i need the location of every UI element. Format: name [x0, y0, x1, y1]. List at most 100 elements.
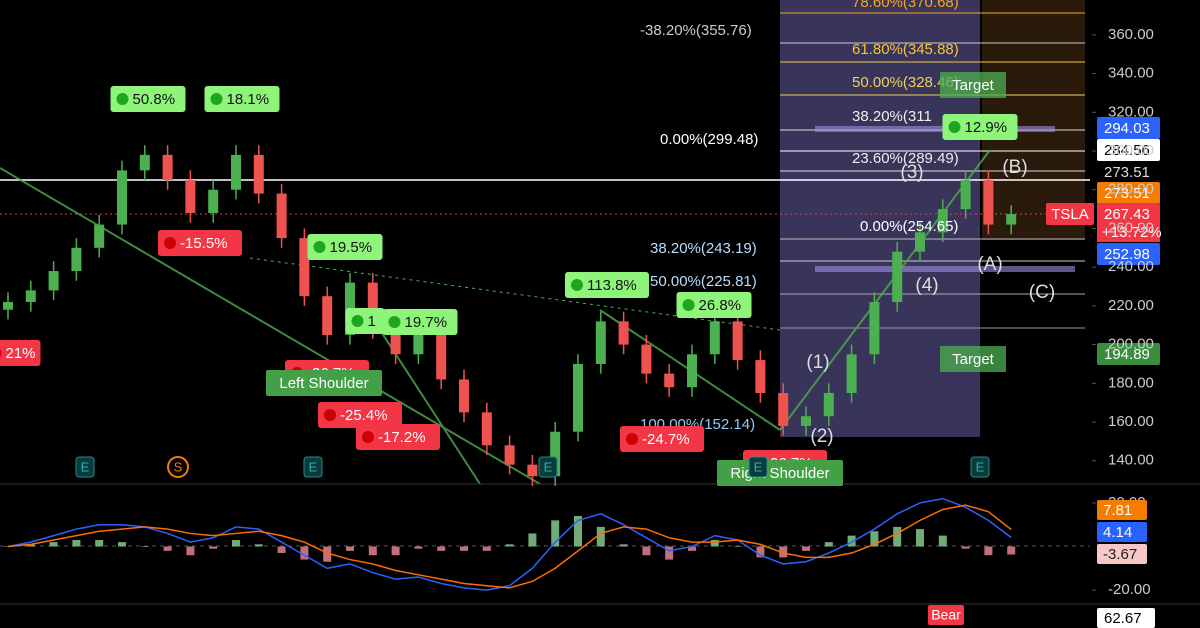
- event-label: E: [81, 459, 90, 474]
- price-tag: [1097, 343, 1160, 365]
- histogram-bar: [277, 546, 286, 554]
- histogram-bar: [186, 546, 195, 556]
- candles: [3, 145, 1017, 486]
- histogram-bar: [346, 546, 354, 551]
- fib-label: 0.00%(299.48): [660, 131, 758, 148]
- candle-body: [481, 412, 492, 446]
- histogram-bar: [528, 533, 537, 547]
- histogram-bar: [414, 546, 423, 549]
- candle-body: [162, 154, 173, 181]
- candle-body: [732, 321, 743, 361]
- candle-body: [94, 224, 105, 248]
- fib-label: 78.60%(370.68): [852, 0, 959, 11]
- tag-dot: [362, 431, 374, 443]
- histogram-bar: [733, 546, 742, 548]
- y-tick-label: 180.00: [1108, 374, 1154, 391]
- change-tag: [356, 424, 440, 450]
- price-tag-label: 194.89: [1104, 346, 1150, 363]
- change-tag: [110, 86, 186, 112]
- candle-body: [459, 379, 469, 413]
- histogram-bar: [300, 546, 309, 560]
- shoulder-label: Left Shoulder: [279, 375, 368, 392]
- candle-body: [915, 232, 925, 252]
- histogram-bar: [26, 544, 35, 547]
- wave-label: (3): [900, 162, 923, 183]
- event-marker: [167, 456, 189, 478]
- change-tag-label: 19.5%: [330, 239, 373, 256]
- candle-body: [48, 271, 59, 291]
- target-label: Target: [952, 351, 995, 368]
- event-label: E: [309, 459, 318, 474]
- symbol-tag: [1046, 203, 1094, 225]
- histogram-bar: [961, 546, 970, 549]
- y-tick-label: 300.00: [1108, 142, 1154, 159]
- target-box: [940, 72, 1006, 98]
- fib-label: 23.60%(289.49): [852, 150, 959, 167]
- histogram-bar: [140, 546, 149, 548]
- tag-dot: [324, 409, 336, 421]
- histogram-bar: [779, 546, 788, 558]
- histogram-bar: [72, 539, 81, 547]
- tag-dot: [682, 299, 695, 311]
- histogram-bar: [118, 542, 126, 547]
- fib-label: 50.00%(225.81): [650, 273, 757, 290]
- candle-body: [322, 296, 333, 335]
- histogram-bar: [847, 535, 856, 547]
- macd-line: [7, 497, 1012, 591]
- y-tick-label: 260.00: [1108, 219, 1154, 236]
- candle-body: [937, 209, 948, 233]
- histogram-bar: [574, 516, 582, 547]
- y-tick-label: 340.00: [1108, 65, 1154, 82]
- change-tag: [318, 402, 402, 428]
- candle-body: [139, 154, 150, 171]
- y-tick-label: 220.00: [1108, 297, 1154, 314]
- change-tag-label: 19.7%: [405, 314, 448, 331]
- price-tag-label: 267.43: [1104, 206, 1150, 223]
- price-tag: [1097, 161, 1160, 183]
- change-tag: [942, 114, 1018, 140]
- y-tick-label: 240.00: [1108, 258, 1154, 275]
- change-tag: [620, 426, 704, 452]
- candle-body: [664, 373, 675, 388]
- change-tag-label: 18.1%: [227, 91, 270, 108]
- candle-body: [299, 238, 310, 297]
- wave-label: (1): [806, 352, 829, 373]
- candle-body: [755, 360, 766, 394]
- candle-body: [687, 354, 697, 388]
- y-tick-label: 380.00: [1108, 0, 1154, 4]
- y-tick-label: 140.00: [1108, 452, 1154, 469]
- y-tick-label: 280.00: [1108, 181, 1154, 198]
- y-tick-label: 200.00: [1108, 336, 1154, 353]
- tag-dot: [388, 316, 401, 328]
- change-tag-label: 12.9%: [965, 119, 1008, 136]
- event-label: S: [174, 459, 183, 474]
- candle-body: [1006, 214, 1017, 225]
- change-tag: [676, 292, 752, 318]
- event-marker: [970, 456, 990, 478]
- macd-tag-label: 4.14: [1103, 524, 1132, 541]
- histogram-bar: [368, 546, 377, 556]
- histogram-bar: [323, 546, 332, 562]
- rsi-tag: [1097, 608, 1155, 628]
- tag-dot: [571, 279, 583, 291]
- tag-dot: [313, 241, 326, 253]
- histogram-bar: [49, 542, 58, 547]
- histogram-bar: [209, 546, 218, 549]
- macd-tag-label: -3.67: [1103, 546, 1137, 563]
- change-tag: [382, 309, 458, 335]
- event-marker: [303, 456, 323, 478]
- histogram-bar: [870, 531, 879, 547]
- histogram-bar: [688, 546, 696, 551]
- wave-label: (4): [915, 275, 938, 296]
- histogram-bar: [551, 520, 560, 547]
- change-label: +13.72%: [1102, 224, 1162, 241]
- overlay: -38.20%(355.76) 78.60%(370.68) 61.80%(345.…: [0, 0, 1162, 486]
- change-tag-label: -24.7%: [642, 431, 690, 448]
- candle-body: [709, 321, 720, 355]
- change-tag-label: 1: [368, 313, 376, 330]
- candle-body: [367, 282, 378, 330]
- wave-label: (A): [977, 254, 1002, 275]
- y-tick-label: 360.00: [1108, 26, 1154, 43]
- change-tag: [565, 272, 649, 298]
- candle-body: [436, 334, 447, 380]
